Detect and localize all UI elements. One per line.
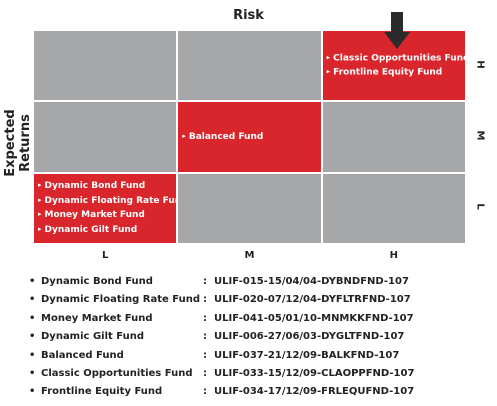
title: Risk xyxy=(233,8,264,23)
fund-tag: Money Market Fund xyxy=(38,208,188,223)
fund-row: Frontline Equity Fund: ULIF-034-17/12/09-… xyxy=(0,386,497,404)
fund-row: Dynamic Floating Rate Fund: ULIF-020-07/1… xyxy=(0,294,497,312)
fund-code: ULIF-041-05/01/10-MNMKKFND-107 xyxy=(214,312,414,324)
fund-name: Dynamic Floating Rate Fund xyxy=(41,294,201,306)
separator: : xyxy=(203,331,207,343)
matrix-cell xyxy=(177,30,322,102)
fund-row: Dynamic Gilt Fund: ULIF-006-27/06/03-DYGL… xyxy=(0,331,497,349)
fund-code: ULIF-006-27/06/03-DYGLTFND-107 xyxy=(214,331,405,343)
fund-name: Frontline Equity Fund xyxy=(41,386,163,398)
bullet xyxy=(29,350,35,361)
fund-row: Classic Opportunities Fund: ULIF-033-15/1… xyxy=(0,368,497,386)
fund-name: Dynamic Gilt Fund xyxy=(41,331,144,343)
fund-list: Dynamic Bond Fund: ULIF-015-15/04/04-DYBN… xyxy=(0,276,497,401)
fund-code: ULIF-015-15/04/04-DYBNDFND-107 xyxy=(214,276,409,287)
matrix-cell xyxy=(177,172,322,244)
bullet xyxy=(29,386,35,397)
column-label: M xyxy=(244,250,255,261)
matrix-cell xyxy=(33,101,178,173)
separator: : xyxy=(203,386,207,398)
fund-tag: Dynamic Gilt Fund xyxy=(38,223,188,238)
separator: : xyxy=(203,368,207,379)
separator: : xyxy=(203,276,207,287)
row-label: L xyxy=(474,203,486,211)
bullet xyxy=(29,276,35,287)
fund-row: Dynamic Bond Fund: ULIF-015-15/04/04-DYBN… xyxy=(0,276,497,294)
column-label: H xyxy=(389,250,398,261)
cell-items: Classic Opportunities FundFrontline Equi… xyxy=(327,51,470,81)
fund-code: ULIF-037-21/12/09-BALKFND-107 xyxy=(214,349,400,361)
fund-tag: Balanced Fund xyxy=(182,130,263,145)
fund-row: Money Market Fund: ULIF-041-05/01/10-MNMK… xyxy=(0,313,497,331)
fund-code: ULIF-020-07/12/04-DYFLTRFND-107 xyxy=(214,294,411,306)
fund-tag: Frontline Equity Fund xyxy=(327,66,470,81)
fund-name: Classic Opportunities Fund xyxy=(41,368,193,379)
bullet xyxy=(29,294,35,305)
fund-code: ULIF-034-17/12/09-FRLEQUFND-107 xyxy=(214,386,415,398)
separator: : xyxy=(203,349,207,361)
fund-tag: Classic Opportunities Fund xyxy=(327,51,469,66)
y-axis-label: Expected Returns xyxy=(3,109,33,177)
matrix: Classic Opportunities FundFrontline Equi… xyxy=(33,30,470,244)
row-label: H xyxy=(474,59,486,69)
row-label: M xyxy=(474,130,486,141)
separator: : xyxy=(203,312,207,324)
matrix-cell xyxy=(321,172,466,244)
cell-items: Balanced Fund xyxy=(182,130,263,145)
matrix-cell xyxy=(321,101,466,173)
fund-row: Balanced Fund: ULIF-037-21/12/09-BALKFND-… xyxy=(0,350,497,368)
fund-name: Money Market Fund xyxy=(41,312,153,324)
bullet xyxy=(29,331,35,342)
matrix-cell: Balanced Fund xyxy=(177,101,322,173)
cell-items: Dynamic Bond FundDynamic Floating Rate F… xyxy=(38,179,188,237)
matrix-cell: Dynamic Bond FundDynamic Floating Rate F… xyxy=(33,172,188,244)
fund-name: Dynamic Bond Fund xyxy=(41,276,153,287)
bullet xyxy=(29,313,35,324)
matrix-cell xyxy=(33,30,178,102)
fund-code: ULIF-033-15/12/09-CLAOPPFND-107 xyxy=(214,368,415,379)
fund-tag: Dynamic Bond Fund xyxy=(38,179,188,194)
bullet xyxy=(29,368,35,379)
separator: : xyxy=(203,294,207,306)
column-label: L xyxy=(101,250,109,261)
arrow xyxy=(384,12,410,49)
fund-tag: Dynamic Floating Rate Fund xyxy=(38,194,188,209)
fund-name: Balanced Fund xyxy=(41,349,124,361)
